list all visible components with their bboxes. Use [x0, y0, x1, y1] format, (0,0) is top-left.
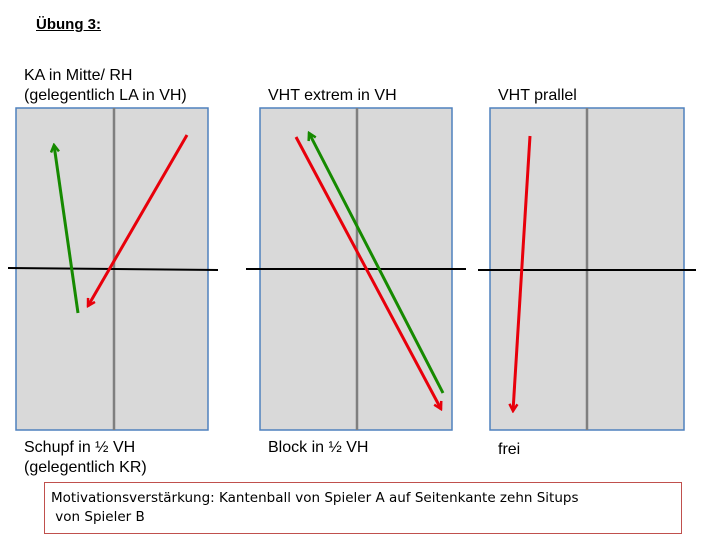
motivation-note-line-2: von Spieler B — [51, 509, 145, 525]
exercise-heading: Übung 3: — [36, 16, 101, 33]
table-1-green-arrow — [54, 145, 80, 314]
diagram-1-top-label-line-1: KA in Mitte/ RH — [24, 67, 133, 84]
diagram-2-bottom-label-line-1: Block in ½ VH — [268, 439, 369, 456]
diagram-1-top-label-line-2: (gelegentlich LA in VH) — [24, 87, 187, 104]
diagram-1-bottom-label-line-1: Schupf in ½ VH — [24, 439, 136, 456]
table-2 — [246, 107, 466, 431]
motivation-note-box: Motivationsverstärkung: Kantenball von S… — [44, 482, 682, 534]
table-2-green-arrow — [309, 133, 445, 394]
diagram-2-top-label: VHT extrem in VH — [268, 86, 397, 106]
diagram-3-top-label: VHT prallel — [498, 86, 577, 106]
diagram-2-bottom-label: Block in ½ VH — [268, 438, 368, 458]
table-1-net — [7, 267, 219, 271]
diagram-3-top-label-line-1: VHT prallel — [498, 87, 577, 104]
diagram-1-top-label: KA in Mitte/ RH (gelegentlich LA in VH) — [24, 66, 187, 106]
diagram-3-bottom-label-line-1: frei — [498, 441, 521, 458]
diagram-3-bottom-label: frei — [498, 440, 520, 460]
diagram-1-bottom-label: Schupf in ½ VH (gelegentlich KR) — [24, 438, 147, 478]
table-3-red-arrow — [513, 135, 532, 411]
table-2-red-arrow — [294, 136, 441, 409]
table-3 — [478, 107, 696, 431]
table-1 — [7, 107, 219, 431]
diagram-2-top-label-line-1: VHT extrem in VH — [268, 87, 397, 104]
motivation-note-line-1: Motivationsverstärkung: Kantenball von S… — [51, 490, 579, 506]
diagram-1-bottom-label-line-2: (gelegentlich KR) — [24, 459, 147, 476]
table-1-red-arrow — [86, 134, 189, 306]
